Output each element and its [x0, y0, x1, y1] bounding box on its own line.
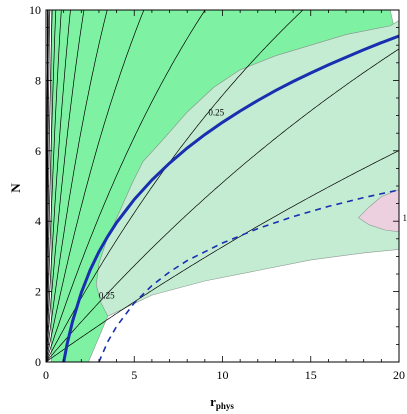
contour-line-11 — [46, 10, 108, 362]
contour-line-15 — [46, 48, 399, 362]
blue-curves — [62, 34, 399, 362]
x-tick-label: 20 — [393, 368, 405, 382]
dashed-blue-curve — [98, 189, 399, 362]
x-tick-label: 5 — [131, 368, 137, 382]
y-tick-label: 2 — [35, 285, 41, 299]
contour-line-16 — [46, 150, 399, 362]
x-tick-label: 10 — [217, 368, 229, 382]
y-tick-label: 6 — [35, 144, 41, 158]
contour-annotations: 0.25 0.25 1 — [99, 108, 407, 301]
x-axis-title-sub: phys — [216, 401, 235, 411]
contour-line-12 — [46, 10, 145, 362]
solid-blue-curve — [62, 34, 399, 362]
x-axis-title-main: r — [210, 394, 216, 409]
y-axis-title: N — [8, 183, 23, 193]
y-tick-label: 10 — [29, 3, 41, 17]
x-tick-label: 0 — [43, 368, 49, 382]
filled-regions — [50, 10, 399, 362]
contour-annotation-3: 1 — [403, 213, 407, 223]
contour-line-13 — [46, 10, 206, 362]
axis-tick-labels: 0 5 10 15 20 0 2 4 6 8 10 — [29, 3, 405, 382]
contour-annotation-1: 0.25 — [208, 108, 224, 118]
x-tick-label: 15 — [305, 368, 317, 382]
pink-region — [357, 189, 399, 233]
y-tick-label: 4 — [35, 214, 41, 228]
x-axis-title: rphys — [210, 394, 234, 411]
contour-line-14 — [46, 10, 304, 362]
axis-ticks — [45, 9, 400, 363]
y-tick-label: 8 — [35, 73, 41, 87]
y-tick-label: 0 — [35, 355, 41, 369]
contour-lines — [46, 10, 399, 362]
contour-annotation-2: 0.25 — [99, 291, 115, 301]
